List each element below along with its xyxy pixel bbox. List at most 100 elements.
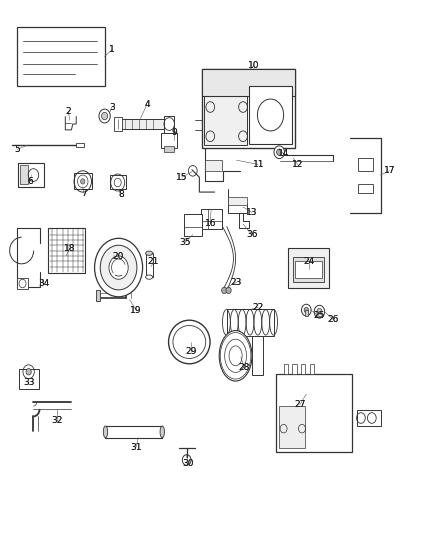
Bar xyxy=(284,364,288,374)
Text: 18: 18 xyxy=(64,244,75,253)
Text: 34: 34 xyxy=(38,279,49,288)
Text: 29: 29 xyxy=(185,347,196,356)
Text: 25: 25 xyxy=(313,311,324,320)
Circle shape xyxy=(274,146,285,159)
Text: 30: 30 xyxy=(183,459,194,467)
Text: 30: 30 xyxy=(183,459,194,467)
Text: 10: 10 xyxy=(248,61,260,70)
Bar xyxy=(358,183,373,193)
Text: 31: 31 xyxy=(130,443,142,452)
Text: 22: 22 xyxy=(253,303,264,312)
Text: 3: 3 xyxy=(109,102,115,111)
Text: 26: 26 xyxy=(328,315,339,324)
Text: 23: 23 xyxy=(231,278,242,287)
Bar xyxy=(146,253,152,277)
Bar xyxy=(301,364,305,374)
Bar xyxy=(164,146,174,152)
Text: 28: 28 xyxy=(239,363,250,372)
Text: 22: 22 xyxy=(253,303,264,312)
Bar xyxy=(110,174,127,189)
Text: 11: 11 xyxy=(253,160,264,169)
Text: 13: 13 xyxy=(246,208,258,217)
Bar xyxy=(17,27,105,86)
Text: 16: 16 xyxy=(205,220,216,229)
Text: 27: 27 xyxy=(294,400,305,409)
Text: 17: 17 xyxy=(384,166,395,175)
Text: 36: 36 xyxy=(246,230,258,239)
Bar xyxy=(205,160,223,171)
Text: 27: 27 xyxy=(294,400,305,409)
Circle shape xyxy=(301,304,311,316)
Circle shape xyxy=(26,368,31,375)
Bar xyxy=(228,197,247,205)
Circle shape xyxy=(109,256,128,279)
Text: 7: 7 xyxy=(81,189,87,198)
Text: 8: 8 xyxy=(118,190,124,199)
Bar xyxy=(96,290,100,301)
Bar xyxy=(279,406,305,448)
Bar xyxy=(357,410,381,426)
Text: 14: 14 xyxy=(278,149,290,158)
Circle shape xyxy=(226,287,231,294)
Text: 20: 20 xyxy=(112,253,124,261)
Ellipse shape xyxy=(146,275,152,279)
Bar xyxy=(164,116,174,133)
Bar xyxy=(201,209,222,229)
Bar xyxy=(276,374,352,451)
Circle shape xyxy=(317,309,322,315)
Text: 12: 12 xyxy=(292,160,303,169)
Text: 15: 15 xyxy=(176,173,187,182)
Text: 6: 6 xyxy=(28,177,33,186)
Text: 12: 12 xyxy=(292,160,303,169)
Text: 21: 21 xyxy=(148,257,159,265)
Bar xyxy=(201,69,295,149)
Bar xyxy=(106,426,162,438)
Text: 32: 32 xyxy=(52,416,63,425)
Circle shape xyxy=(304,308,308,313)
Text: 19: 19 xyxy=(130,305,142,314)
Text: 31: 31 xyxy=(130,443,142,452)
Bar xyxy=(288,248,329,288)
Text: 7: 7 xyxy=(81,189,87,198)
Text: 4: 4 xyxy=(144,100,150,109)
Text: 35: 35 xyxy=(179,238,191,247)
Bar xyxy=(304,310,308,316)
Bar xyxy=(161,133,177,149)
Bar xyxy=(295,261,321,278)
Text: 24: 24 xyxy=(303,257,314,265)
Bar xyxy=(17,278,28,289)
Text: 8: 8 xyxy=(118,190,124,199)
Text: 35: 35 xyxy=(179,238,191,247)
Ellipse shape xyxy=(160,426,164,438)
Bar xyxy=(18,163,44,187)
Text: 3: 3 xyxy=(109,102,115,111)
Bar xyxy=(184,214,201,236)
Text: 10: 10 xyxy=(248,61,260,70)
Text: 29: 29 xyxy=(185,347,196,356)
Bar xyxy=(204,92,247,146)
Text: 25: 25 xyxy=(313,311,324,320)
Text: 32: 32 xyxy=(52,416,63,425)
Ellipse shape xyxy=(146,251,152,255)
Circle shape xyxy=(222,287,227,294)
Text: 18: 18 xyxy=(64,244,75,253)
Circle shape xyxy=(277,149,282,156)
Text: 9: 9 xyxy=(172,127,177,136)
Text: 33: 33 xyxy=(23,378,35,387)
Text: 20: 20 xyxy=(112,253,124,261)
Bar xyxy=(292,364,297,374)
Bar xyxy=(201,69,295,96)
Ellipse shape xyxy=(219,330,252,381)
Text: 9: 9 xyxy=(172,127,177,136)
Text: 1: 1 xyxy=(109,45,115,54)
Text: 5: 5 xyxy=(14,145,20,154)
Bar xyxy=(310,364,314,374)
Text: 2: 2 xyxy=(66,107,71,116)
Text: 11: 11 xyxy=(253,160,264,169)
Circle shape xyxy=(102,112,108,120)
Text: 5: 5 xyxy=(14,145,20,154)
Text: 36: 36 xyxy=(246,230,258,239)
Text: 34: 34 xyxy=(38,279,49,288)
Bar xyxy=(76,143,84,148)
Text: 23: 23 xyxy=(231,278,242,287)
